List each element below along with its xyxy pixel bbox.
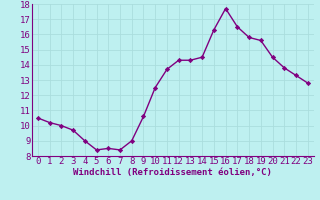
X-axis label: Windchill (Refroidissement éolien,°C): Windchill (Refroidissement éolien,°C)	[73, 168, 272, 177]
